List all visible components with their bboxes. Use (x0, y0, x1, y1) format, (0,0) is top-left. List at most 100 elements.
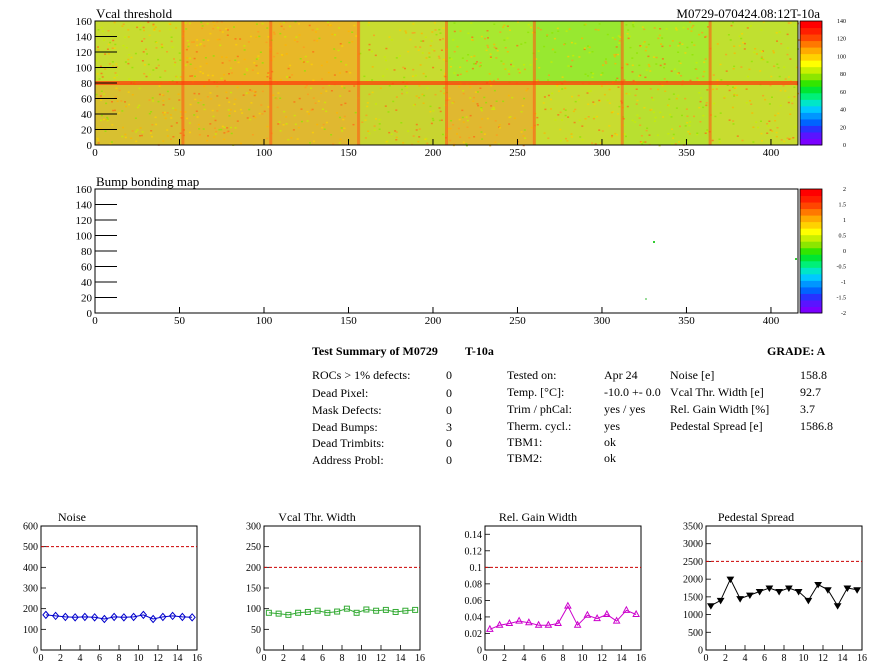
heatmap-pixel (366, 105, 369, 108)
heatmap-pixel (434, 29, 437, 31)
y-tick-label: 20 (81, 293, 93, 305)
heatmap-pixel (203, 108, 206, 111)
heatmap-pixel (162, 94, 165, 97)
heatmap-pixel (465, 143, 468, 145)
heatmap-pixel (750, 25, 752, 27)
heatmap-pixel (166, 90, 169, 93)
heatmap-pixel (216, 85, 219, 88)
heatmap-pixel (638, 75, 641, 77)
heatmap-pixel (655, 63, 658, 65)
heatmap-pixel (338, 72, 341, 74)
heatmap-pixel (345, 64, 348, 66)
heatmap-pixel (500, 60, 503, 62)
summary-label: Therm. cycl.: (507, 419, 572, 433)
heatmap-pixel (566, 140, 569, 142)
data-point (804, 597, 813, 605)
heatmap-pixel (489, 80, 492, 82)
palette-tick-label: 140 (837, 19, 846, 25)
data-point (168, 611, 177, 621)
heatmap-pixel (438, 57, 441, 59)
heatmap-pixel (586, 92, 589, 94)
heatmap-pixel (100, 114, 103, 117)
summary-value: 92.7 (800, 385, 821, 399)
heatmap-pixel (502, 63, 505, 65)
heatmap-pixel (617, 113, 620, 115)
heatmap-pixel (122, 126, 124, 129)
y-tick-label: 60 (81, 94, 93, 106)
y-tick-label: 200 (246, 563, 261, 574)
heatmap-pixel (373, 129, 376, 131)
heatmap-pixel (135, 131, 138, 133)
data-point (314, 607, 321, 614)
heatmap-pixel (452, 39, 455, 41)
heatmap-pixel (201, 25, 204, 27)
heatmap-pixel (597, 29, 600, 31)
heatmap-pixel (207, 135, 209, 137)
heatmap-pixel (115, 87, 118, 90)
heatmap-pixel (415, 129, 418, 131)
heatmap-pixel (228, 73, 230, 75)
heatmap-pixel (443, 87, 446, 89)
chart-frame (263, 525, 421, 651)
heatmap-pixel (660, 43, 662, 45)
heatmap-pixel (395, 131, 398, 133)
heatmap-pixel (429, 110, 432, 113)
heatmap-pixel (462, 141, 465, 144)
palette-tick-label: 0 (843, 249, 846, 255)
x-tick-label: 0 (262, 653, 267, 664)
palette-band (800, 86, 822, 94)
heatmap-pixel (719, 63, 722, 66)
heatmap-pixel (749, 100, 751, 102)
heatmap-pixel (547, 79, 550, 81)
heatmap-pixel (95, 93, 98, 96)
heatmap-pixel (106, 119, 109, 122)
x-tick-label: 0 (39, 653, 44, 664)
heatmap-pixel (121, 110, 124, 112)
heatmap-pixel (652, 99, 655, 101)
x-tick-label: 400 (763, 147, 780, 159)
data-point (285, 611, 292, 618)
data-point (622, 605, 631, 613)
heatmap-pixel (287, 139, 290, 141)
heatmap-pixel (628, 35, 631, 38)
heatmap-pixel (577, 94, 580, 97)
heatmap-pixel (114, 96, 117, 98)
heatmap-pixel (430, 122, 433, 125)
heatmap-pixel (113, 77, 116, 79)
heatmap-pixel (578, 56, 581, 58)
y-tick-label: 2500 (683, 557, 703, 568)
heatmap-pixel (139, 28, 142, 31)
heatmap-pixel (291, 74, 294, 76)
data-point (603, 609, 611, 617)
heatmap-pixel (249, 118, 252, 121)
heatmap-pixel (614, 38, 617, 41)
heatmap-pixel (640, 141, 643, 144)
heatmap-pixel (121, 25, 124, 27)
palette-tick-label: 40 (840, 108, 846, 114)
heatmap-pixel (494, 141, 497, 143)
heatmap-pixel (162, 140, 165, 142)
x-tick-label: 250 (509, 315, 526, 327)
palette-band (800, 105, 822, 113)
heatmap-pixel (732, 68, 735, 70)
heatmap-pixel (757, 126, 759, 129)
heatmap-pixel (663, 78, 666, 80)
heatmap-pixel (489, 144, 492, 147)
palette-band (800, 260, 822, 268)
heatmap-pixel (743, 48, 746, 50)
heatmap-pixel (650, 108, 653, 111)
heatmap-pixel (261, 22, 264, 25)
heatmap-pixel (333, 74, 336, 76)
heatmap-pixel (327, 21, 329, 23)
heatmap-pixel (479, 62, 482, 64)
heatmap-pixel (527, 23, 530, 26)
heatmap-pixel (678, 41, 681, 44)
data-point (726, 576, 735, 584)
heatmap-pixel (341, 45, 344, 47)
y-tick-label: 600 (23, 522, 38, 533)
heatmap-pixel (502, 26, 505, 28)
heatmap-pixel (426, 87, 429, 89)
heatmap-pixel (118, 112, 121, 114)
heatmap-pixel (440, 119, 443, 121)
heatmap-pixel (479, 126, 482, 129)
